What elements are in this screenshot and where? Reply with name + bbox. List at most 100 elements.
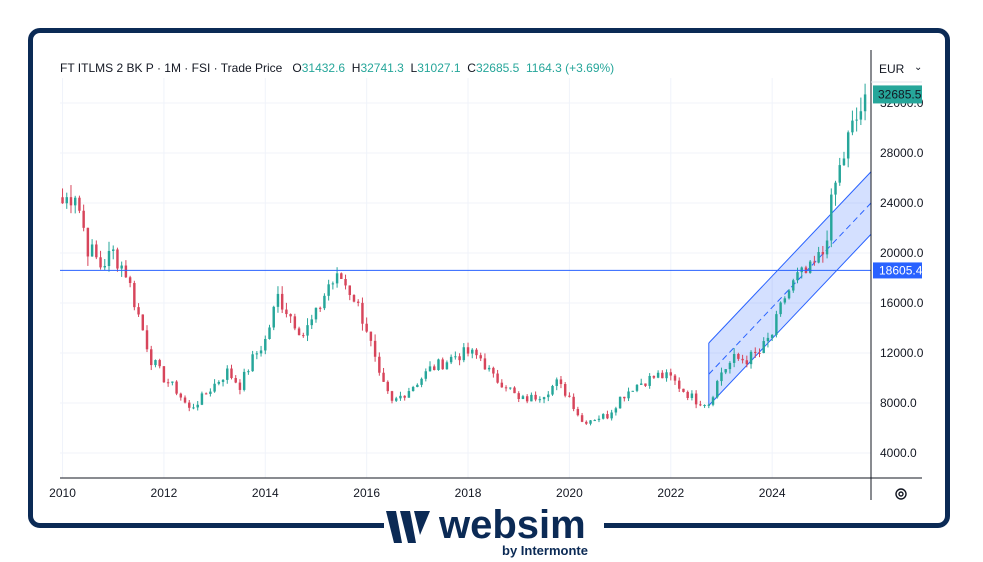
candle (770, 334, 774, 338)
candle (466, 347, 470, 354)
websim-logo: websim by Intermonte (384, 503, 604, 558)
high-label: H (351, 61, 361, 75)
candle (745, 360, 749, 365)
candle (830, 194, 833, 241)
horizontal-line: 18605.4 (60, 262, 923, 279)
candle (631, 390, 634, 392)
candle (133, 282, 136, 308)
candle (783, 298, 787, 303)
candle (441, 359, 444, 370)
candle (694, 393, 698, 405)
candle (500, 382, 504, 388)
candle (724, 369, 727, 373)
candle (825, 240, 829, 255)
candle (82, 210, 85, 228)
candle (285, 309, 288, 315)
candle (817, 252, 820, 263)
candle (179, 393, 183, 398)
candle (623, 396, 626, 399)
candle (652, 375, 656, 378)
x-tick-label: 2016 (353, 486, 380, 500)
candle (242, 371, 246, 390)
candle (792, 280, 795, 291)
candle (458, 356, 461, 361)
candle (230, 368, 233, 379)
channel-lower (708, 233, 872, 406)
candle (585, 421, 588, 424)
candle (580, 415, 584, 422)
candle (196, 404, 199, 408)
candle (340, 273, 343, 279)
candle (496, 373, 499, 383)
candle (234, 378, 237, 383)
candle (597, 418, 601, 421)
candle (855, 119, 858, 121)
candle (154, 360, 157, 366)
candle (204, 393, 208, 395)
candle (120, 265, 123, 269)
y-tick-label: 24000.0 (880, 196, 924, 210)
candle (851, 120, 854, 133)
candle (420, 378, 423, 385)
candle (563, 384, 567, 396)
candle (754, 351, 757, 353)
candle (449, 356, 453, 363)
candle (116, 249, 119, 269)
candle (720, 372, 723, 382)
candle (475, 349, 478, 356)
candle (707, 404, 711, 406)
candle (479, 355, 482, 359)
interval[interactable]: 1M (164, 61, 181, 75)
regression-channel (708, 171, 872, 406)
candle (555, 379, 558, 386)
candle (838, 165, 841, 183)
instrument-name[interactable]: FT ITLMS 2 BK P (60, 61, 154, 75)
candle (454, 356, 457, 358)
candle (382, 372, 385, 382)
candle (428, 366, 432, 372)
candle (175, 381, 178, 394)
candle (289, 314, 292, 317)
candle (171, 381, 174, 383)
chevron-down-icon[interactable]: ⌄ (914, 62, 923, 73)
gear-icon[interactable] (894, 487, 908, 501)
candle (665, 372, 668, 379)
candle (525, 396, 529, 402)
candle (673, 375, 677, 381)
candle (386, 381, 390, 392)
candle (99, 257, 102, 268)
y-tick-label: 16000.0 (880, 296, 924, 310)
candle (513, 387, 516, 394)
currency-selector[interactable]: EUR (879, 62, 905, 76)
candle (813, 261, 816, 263)
candle (302, 335, 305, 337)
candle (699, 404, 702, 406)
candle (369, 331, 373, 341)
candle (846, 132, 850, 159)
candle (509, 387, 512, 389)
low-label: L (410, 61, 418, 75)
candle (411, 387, 415, 392)
low-value: 31027.1 (417, 61, 461, 75)
candle (111, 249, 115, 251)
candle (183, 397, 187, 403)
y-tick-label: 12000.0 (880, 346, 924, 360)
candle (483, 358, 487, 370)
candle (238, 382, 242, 390)
candle (356, 301, 360, 303)
candle (521, 396, 525, 400)
candle (492, 367, 495, 374)
candle (703, 405, 706, 407)
x-tick-label: 2024 (759, 486, 786, 500)
last-price-tag (873, 85, 922, 104)
candle (682, 388, 685, 392)
candle (601, 414, 605, 419)
open-label: O (292, 61, 302, 75)
candle (150, 349, 153, 366)
candle (390, 391, 394, 401)
candle (576, 409, 580, 416)
candle (487, 367, 491, 370)
chart-header: FT ITLMS 2 BK P · 1M · FSI · Trade Price… (60, 61, 615, 75)
candle (272, 306, 275, 328)
